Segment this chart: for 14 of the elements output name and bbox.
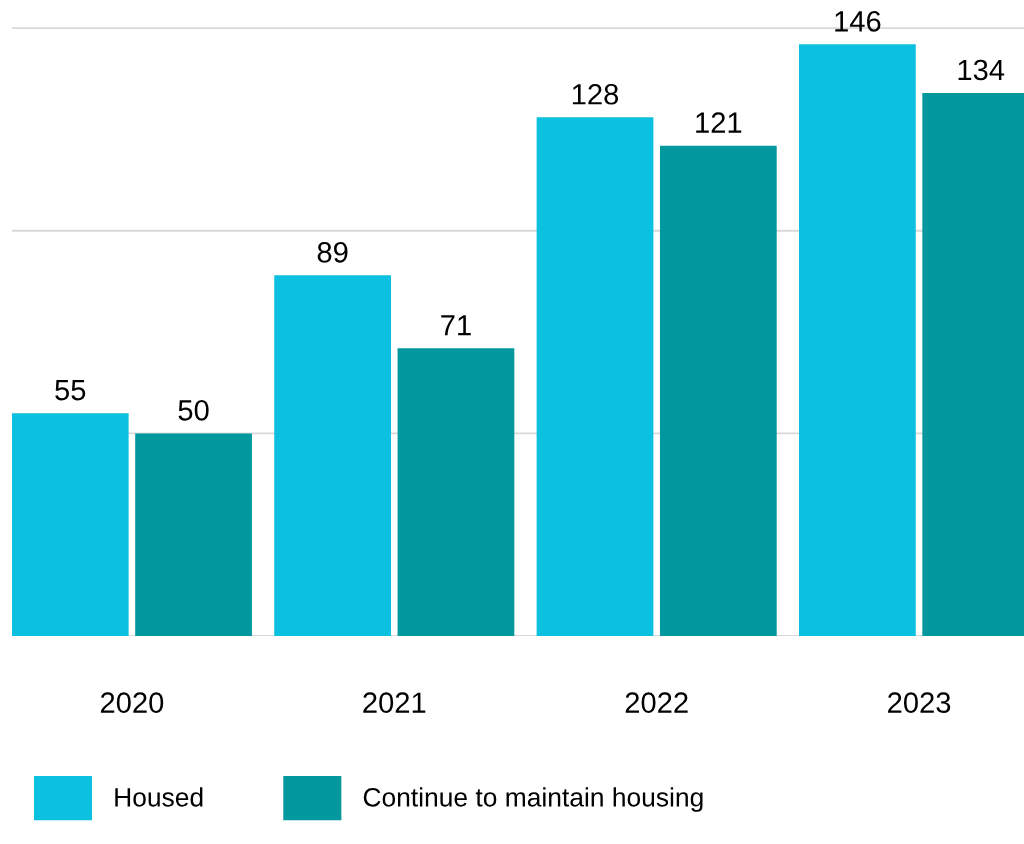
data-label: 50 [178,400,209,421]
data-label: 128 [572,83,619,105]
data-label: 55 [55,380,86,401]
x-tick-label: 2020 [100,692,164,713]
x-tick-label: 2021 [363,692,426,713]
legend-label: Continue to maintain housing [363,787,703,812]
data-label: 134 [958,59,1005,81]
data-label: 89 [317,241,348,263]
x-tick-label: 2023 [888,692,951,713]
data-label: 146 [835,11,881,32]
data-label: 121 [696,112,742,133]
x-tick-label: 2022 [625,692,688,713]
data-label: 71 [441,315,471,336]
legend-label: Housed [115,787,203,807]
